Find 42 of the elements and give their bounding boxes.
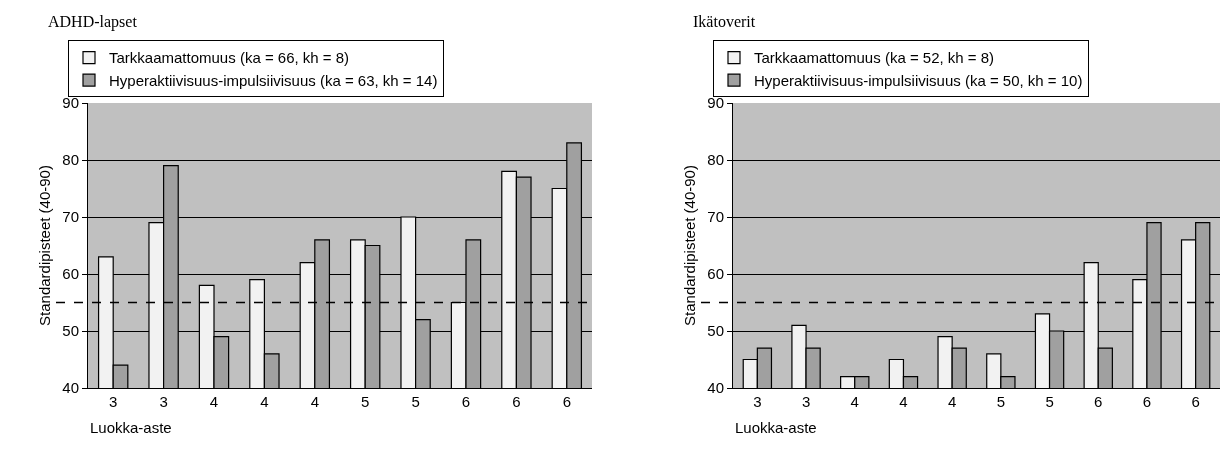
y-tick-label: 50 <box>62 322 79 340</box>
y-tick-label: 70 <box>707 208 724 226</box>
x-axis-title: Luokka-aste <box>735 419 817 436</box>
legend-label: Tarkkaamattomuus (ka = 52, kh = 8) <box>754 49 995 67</box>
legend-label: Hyperaktiivisuus-impulsiivisuus (ka = 63, kh = 14) <box>109 71 438 89</box>
y-tick-label: 40 <box>62 379 79 397</box>
legend-label: Hyperaktiivisuus-impulsiivisuus (ka = 50, kh = 10) <box>754 71 1083 89</box>
x-tick-label: 6 <box>512 393 521 410</box>
x-tick-label: 3 <box>109 393 118 410</box>
x-tick-label: 5 <box>361 393 370 410</box>
chart-title: Ikätoverit <box>693 13 756 31</box>
y-tick-label: 50 <box>707 322 724 340</box>
y-tick-label: 80 <box>707 151 724 169</box>
x-tick-label: 4 <box>310 393 319 410</box>
x-axis-title: Luokka-aste <box>90 419 172 436</box>
x-tick-label: 4 <box>209 393 219 410</box>
x-tick-label: 4 <box>850 393 859 410</box>
y-tick-label: 40 <box>707 379 724 397</box>
chart-title: ADHD-lapset <box>48 13 138 32</box>
x-tick-label: 6 <box>1191 393 1200 410</box>
x-tick-label: 6 <box>562 393 571 410</box>
x-tick-label: 6 <box>461 393 471 410</box>
x-tick-label: 4 <box>260 393 269 410</box>
x-tick-label: 3 <box>801 393 811 410</box>
y-tick-label: 80 <box>62 151 79 169</box>
y-tick-label: 60 <box>707 265 724 283</box>
legend-label: Tarkkaamattomuus (ka = 66, kh = 8) <box>109 49 350 67</box>
y-axis-title: Standardipisteet (40-90) <box>680 165 698 326</box>
y-tick-label: 90 <box>62 94 79 112</box>
x-tick-label: 3 <box>753 393 762 410</box>
x-tick-label: 5 <box>1045 393 1054 410</box>
x-tick-label: 3 <box>159 393 168 410</box>
x-tick-label: 5 <box>411 393 420 410</box>
x-tick-label: 6 <box>1142 393 1152 410</box>
y-tick-label: 70 <box>62 208 79 226</box>
y-axis-title: Standardipisteet (40-90) <box>35 165 53 326</box>
y-tick-label: 60 <box>62 265 79 283</box>
x-tick-label: 5 <box>996 393 1006 410</box>
x-tick-label: 6 <box>1094 393 1103 410</box>
x-tick-label: 4 <box>947 393 957 410</box>
y-tick-label: 90 <box>707 94 724 112</box>
x-tick-label: 4 <box>899 393 908 410</box>
